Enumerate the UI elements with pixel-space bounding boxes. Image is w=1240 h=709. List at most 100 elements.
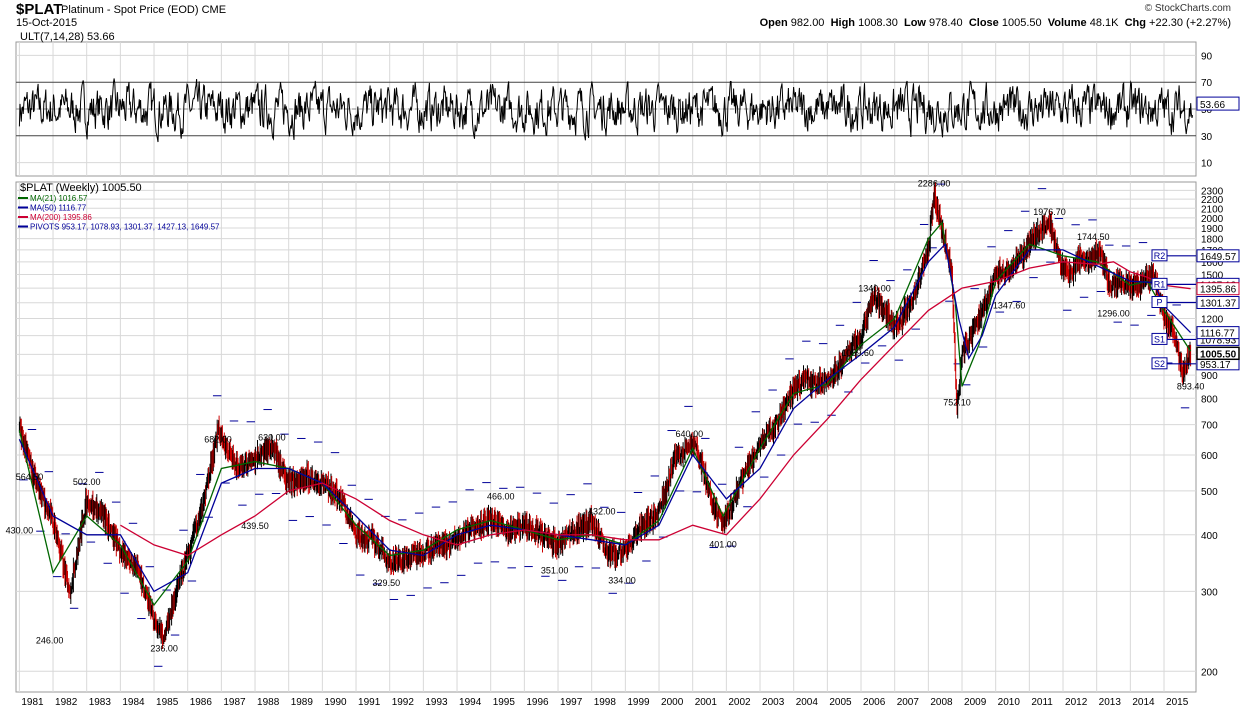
x-tick-label: 2011 (1031, 697, 1053, 708)
x-tick-label: 1990 (324, 697, 347, 708)
x-tick-label: 1991 (358, 697, 381, 708)
x-tick-label: 1988 (257, 697, 280, 708)
price-y-tick-label: 700 (1201, 421, 1218, 432)
legend-entry: MA(200) 1395.86 (30, 213, 92, 222)
price-y-tick-label: 1200 (1201, 314, 1224, 325)
x-tick-label: 1992 (392, 697, 415, 708)
price-annotation: 2286.00 (918, 179, 951, 189)
x-tick-label: 1983 (89, 697, 112, 708)
pivot-tag-label: R1 (1154, 279, 1166, 289)
chg-value: +22.30 (+2.27%) (1149, 17, 1231, 29)
pivot-tag-s2 (1151, 357, 1168, 370)
symbol: $PLAT (16, 1, 63, 18)
ohlc-summary: Open 982.00 High 1008.30 Low 978.40 Clos… (760, 17, 1231, 29)
price-y-tick-label: 800 (1201, 394, 1218, 405)
x-tick-label: 1985 (156, 697, 179, 708)
pivot-value-box (1196, 249, 1240, 263)
price-annotation: 502.00 (73, 477, 101, 487)
x-tick-label: 2002 (728, 697, 751, 708)
x-tick-label: 1993 (425, 697, 448, 708)
x-tick-label: 1999 (627, 697, 650, 708)
x-tick-label: 1981 (21, 697, 44, 708)
price-y-tick-label: 1800 (1201, 235, 1224, 246)
x-tick-label: 1987 (223, 697, 246, 708)
x-tick-label: 1995 (493, 697, 516, 708)
price-annotation: 401.00 (709, 539, 737, 549)
close-label: Close (968, 17, 999, 29)
x-tick-label: 1994 (459, 697, 482, 708)
ult-title: ULT(7,14,28) 53.66 (20, 31, 115, 43)
x-tick-label: 2014 (1132, 697, 1155, 708)
x-tick-label: 2000 (661, 697, 684, 708)
ma21-line (18, 221, 1192, 607)
price-annotation: 564.50 (16, 472, 44, 482)
pivot-tag-label: R2 (1154, 251, 1166, 261)
pivot-tag-r2 (1151, 249, 1168, 262)
legend-entry: MA(50) 1116.77 (30, 204, 87, 213)
right-value-box (1196, 346, 1240, 361)
x-tick-label: 2005 (829, 697, 852, 708)
pivot-tag-label: P (1156, 298, 1162, 308)
x-tick-label: 2010 (998, 697, 1021, 708)
price-y-tick-label: 300 (1201, 587, 1218, 598)
close-value: 1005.50 (1001, 17, 1042, 29)
price-y-tick-label: 500 (1201, 487, 1218, 498)
x-tick-label: 2015 (1166, 697, 1189, 708)
price-annotation: 640.00 (676, 429, 704, 439)
pivot-tag-label: S2 (1154, 359, 1165, 369)
price-y-tick-label: 2100 (1201, 204, 1224, 215)
x-tick-label: 1997 (560, 697, 583, 708)
price-annotation: 630.00 (258, 432, 286, 442)
provider-logo[interactable]: © StockCharts.com (1144, 3, 1231, 14)
x-tick-label: 2001 (695, 697, 718, 708)
x-tick-label: 1996 (526, 697, 549, 708)
low-label: Low (903, 17, 926, 29)
pivot-value-label: 1078.93 (1200, 335, 1237, 346)
ult-last-value: 53.66 (1200, 100, 1225, 111)
price-y-tick-label: 2300 (1201, 186, 1224, 197)
right-value-box (1196, 282, 1240, 296)
ult-last-box (1196, 96, 1240, 111)
price-annotation: 1347.60 (993, 301, 1026, 311)
ma50-line (18, 242, 1192, 593)
price-annotation: 351.00 (541, 566, 569, 576)
price-y-tick-label: 2000 (1201, 214, 1224, 225)
symbol-description: Platinum - Spot Price (EOD) CME (61, 4, 227, 16)
right-value-label: 1005.50 (1200, 349, 1237, 360)
x-tick-label: 1986 (190, 697, 213, 708)
x-tick-label: 1982 (55, 697, 78, 708)
pivot-value-label: 953.17 (1200, 360, 1231, 371)
x-tick-label: 2006 (863, 697, 886, 708)
pivot-value-label: 1301.37 (1200, 299, 1237, 310)
price-annotation: 1340.00 (858, 284, 891, 294)
ult-y-tick-label: 30 (1201, 132, 1213, 143)
price-y-tick-label: 1500 (1201, 271, 1224, 282)
pivot-tag-p (1151, 296, 1168, 309)
x-tick-label: 1984 (122, 697, 145, 708)
ma200-line (120, 261, 1191, 557)
price-annotation: 466.00 (487, 492, 515, 502)
chg-label: Chg (1124, 17, 1146, 29)
x-tick-label: 2004 (796, 697, 819, 708)
price-y-tick-label: 2200 (1201, 195, 1224, 206)
volume-label: Volume (1047, 17, 1087, 29)
price-y-tick-label: 600 (1201, 451, 1218, 462)
x-tick-label: 2009 (964, 697, 987, 708)
x-tick-label: 2008 (930, 697, 953, 708)
pivot-value-label: 1649.57 (1200, 252, 1237, 263)
high-value: 1008.30 (858, 17, 898, 29)
open-label: Open (759, 17, 788, 29)
price-annotation: 752.10 (943, 397, 971, 407)
x-tick-label: 1989 (291, 697, 314, 708)
x-tick-label: 2013 (1099, 697, 1122, 708)
x-tick-label: 1998 (594, 697, 617, 708)
ult-y-tick-label: 90 (1201, 51, 1213, 62)
ult-line (18, 78, 1194, 143)
volume-value: 48.1K (1089, 17, 1119, 29)
price-annotation: 682.00 (204, 435, 232, 445)
pivot-tag-s1 (1151, 332, 1168, 345)
right-value-box (1196, 326, 1240, 340)
ult-y-tick-label: 10 (1201, 159, 1213, 170)
open-value: 982.00 (790, 17, 825, 29)
